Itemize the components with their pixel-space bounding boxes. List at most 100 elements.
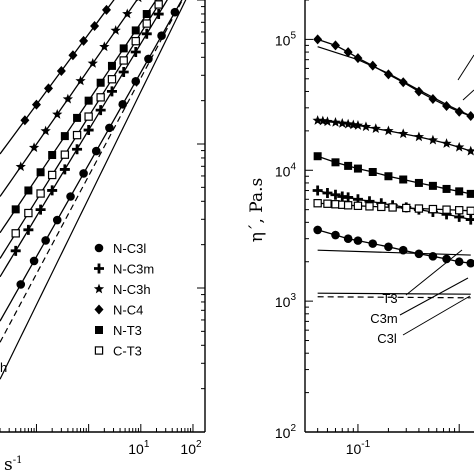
left-point-0-6 xyxy=(90,21,100,32)
left-point-2-7 xyxy=(96,78,105,87)
right-point-1-5 xyxy=(343,118,354,129)
right-point-0-0 xyxy=(313,34,323,45)
right-point-0-2 xyxy=(343,47,353,58)
right-point-3-5 xyxy=(352,194,363,205)
left-point-3-2 xyxy=(36,189,45,198)
left-point-1-9 xyxy=(122,8,133,19)
left-point-2-5 xyxy=(73,113,82,122)
left-extra-line-1 xyxy=(0,0,184,343)
left-point-2-6 xyxy=(84,96,93,105)
left-point-3-7 xyxy=(96,93,105,102)
left-point-0-7 xyxy=(102,4,112,15)
left-series-line-2 xyxy=(0,0,157,234)
right-point-5-10 xyxy=(454,257,464,267)
right-y-axis-label: η´, Pa.s xyxy=(247,178,267,242)
right-point-1-11 xyxy=(398,128,409,139)
right-extra-line-2 xyxy=(317,296,471,299)
right-point-4-5 xyxy=(353,201,363,211)
left-point-4-0 xyxy=(10,245,21,256)
right-point-2-9 xyxy=(442,184,451,193)
left-markers xyxy=(10,0,180,289)
right-point-0-5 xyxy=(383,69,393,80)
left-point-4-12 xyxy=(153,9,164,20)
right-point-3-4 xyxy=(343,192,354,203)
right-point-5-3 xyxy=(353,236,363,245)
right-point-1-13 xyxy=(427,134,439,145)
right-point-3-1 xyxy=(322,188,333,199)
left-point-4-3 xyxy=(47,185,58,196)
left-series-line-4 xyxy=(0,0,168,278)
left-point-5-6 xyxy=(91,146,101,156)
left-point-5-8 xyxy=(118,100,128,109)
right-leader-top-1 xyxy=(457,54,474,81)
right-point-2-7 xyxy=(414,178,423,187)
right-extra-line-0 xyxy=(317,249,471,256)
left-point-4-6 xyxy=(83,125,94,136)
left-legend: N-C3l N-C3m N-C3h N-C4 N-T3 C-T3 xyxy=(93,241,154,359)
right-point-2-0 xyxy=(313,152,322,161)
left-x-tick-label-0: 101 xyxy=(128,439,150,457)
right-point-1-15 xyxy=(454,141,465,152)
right-point-0-11 xyxy=(466,110,474,121)
left-cut-label: h xyxy=(0,360,7,375)
right-point-1-14 xyxy=(441,138,452,148)
right-point-5-8 xyxy=(428,252,438,261)
right-point-3-0 xyxy=(312,185,323,196)
right-x-tick-label-0: 10-1 xyxy=(346,439,371,457)
right-point-5-7 xyxy=(414,249,424,259)
left-point-2-10 xyxy=(131,26,140,35)
right-point-1-3 xyxy=(330,117,341,127)
right-point-2-10 xyxy=(455,187,464,196)
right-point-2-11 xyxy=(466,189,474,198)
left-point-1-4 xyxy=(62,93,74,104)
left-point-5-12 xyxy=(170,7,180,17)
left-point-5-10 xyxy=(144,54,153,64)
right-point-0-6 xyxy=(398,77,408,88)
legend-label-1: N-C3m xyxy=(113,262,154,277)
left-point-3-5 xyxy=(72,130,82,140)
legend-marker-5 xyxy=(94,346,104,355)
right-point-3-14 xyxy=(465,214,474,225)
left-point-0-2 xyxy=(43,83,53,94)
right-point-4-12 xyxy=(442,205,451,214)
left-point-4-9 xyxy=(118,66,129,77)
left-point-2-0 xyxy=(11,205,20,214)
right-point-4-11 xyxy=(428,204,438,214)
right-point-2-3 xyxy=(353,164,362,173)
left-point-2-9 xyxy=(119,44,128,53)
left-point-3-3 xyxy=(47,170,57,180)
left-point-2-8 xyxy=(107,61,116,70)
left-point-1-8 xyxy=(110,25,121,35)
right-point-1-16 xyxy=(465,145,474,156)
left-point-0-1 xyxy=(31,99,41,110)
left-axes: 101 102 xyxy=(0,0,206,457)
left-point-5-0 xyxy=(16,280,26,289)
right-point-0-7 xyxy=(414,86,424,97)
right-point-5-1 xyxy=(331,230,340,240)
right-point-0-4 xyxy=(368,60,378,71)
legend-marker-1 xyxy=(94,263,104,274)
right-point-2-8 xyxy=(428,181,437,190)
right-point-5-11 xyxy=(466,258,474,268)
left-point-3-10 xyxy=(131,36,140,46)
left-point-4-4 xyxy=(59,164,70,175)
left-point-5-1 xyxy=(29,256,39,266)
right-leader-line-1 xyxy=(399,277,469,316)
right-leader-line-2 xyxy=(402,295,471,336)
right-line-label-0: T3 xyxy=(382,291,397,306)
right-y-tick-label-2: 104 xyxy=(275,161,297,179)
right-point-1-4 xyxy=(337,118,348,128)
right-point-5-6 xyxy=(398,245,408,255)
left-point-1-7 xyxy=(99,41,110,52)
right-point-2-5 xyxy=(384,172,393,181)
left-point-1-6 xyxy=(87,58,98,68)
right-point-2-6 xyxy=(399,175,408,184)
legend-label-2: N-C3h xyxy=(113,282,151,297)
right-point-1-9 xyxy=(370,123,381,134)
left-point-1-10 xyxy=(135,0,142,3)
right-panel: 10-1 102 103 104 105 η´, Pa.s T3 C3m C3l xyxy=(247,0,474,457)
right-point-3-2 xyxy=(330,189,341,200)
left-point-5-5 xyxy=(79,169,88,178)
right-point-1-8 xyxy=(360,121,372,132)
left-point-3-0 xyxy=(11,229,20,238)
